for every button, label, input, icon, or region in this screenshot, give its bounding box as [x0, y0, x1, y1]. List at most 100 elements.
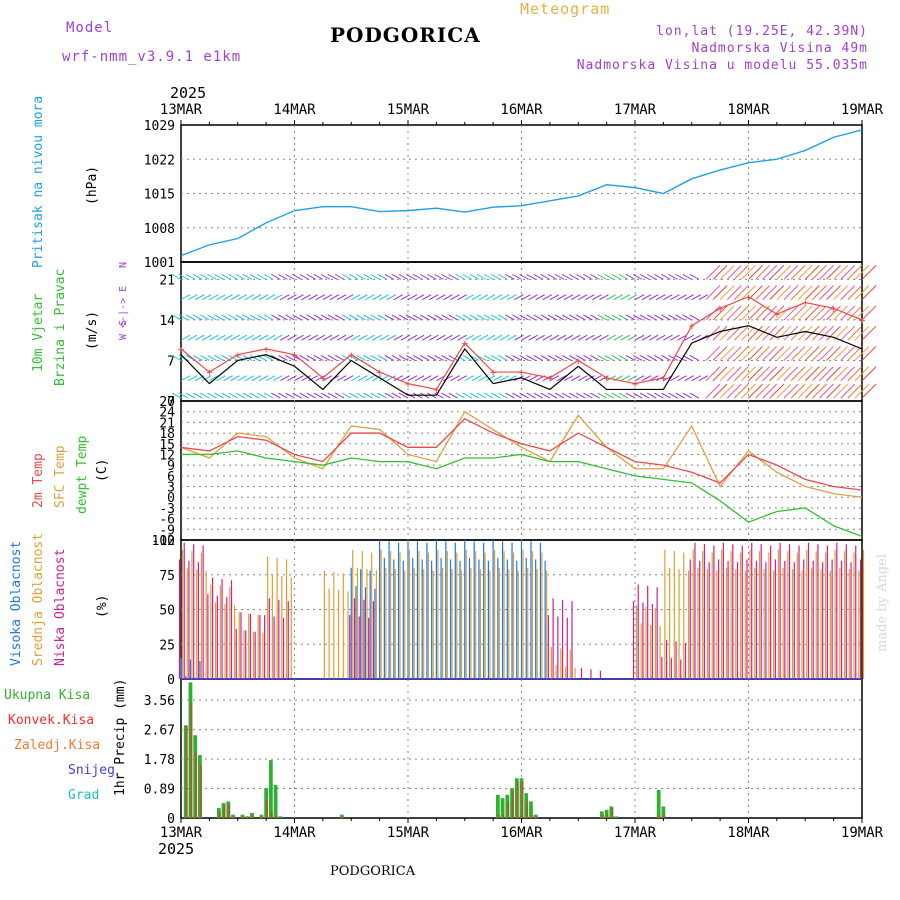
wind-arrow [563, 334, 574, 341]
top-tick-label: 18MAR [727, 102, 770, 118]
wind-gust-marker: + [234, 349, 241, 362]
wind-arrow [490, 273, 501, 280]
wind-arrow [840, 325, 856, 341]
wind-arrow [554, 355, 565, 361]
wind-arrow [263, 273, 274, 280]
wind-arrow [478, 294, 489, 301]
wind-arrow [578, 294, 588, 301]
wind-arrow [306, 355, 317, 361]
wind-arrow [272, 294, 283, 301]
model-label: Model [66, 20, 114, 36]
precip-conv-bar [218, 811, 221, 818]
wind-arrow [698, 294, 709, 301]
wind-arrow [726, 285, 742, 300]
wind-arrow [178, 273, 189, 280]
wind-arrow [656, 334, 666, 341]
wind-arrow [542, 334, 553, 341]
wind-arrow [726, 305, 742, 321]
wind-arrow [663, 334, 673, 341]
wind-gust-marker: + [178, 343, 185, 356]
wind-arrow [483, 314, 494, 321]
wind-arrow [654, 392, 664, 399]
wind-arrow [627, 294, 638, 301]
wind-compass-we: W <-|-> E [118, 286, 129, 340]
wind-gust-marker: + [405, 378, 412, 391]
wind-arrow [327, 314, 338, 321]
precip-conv-bar [228, 804, 231, 818]
wind-arrow [443, 334, 453, 341]
wind-arrow [171, 273, 182, 280]
wind-arrow [547, 355, 558, 361]
wind-arrow [308, 375, 318, 382]
wind-arrow [185, 314, 196, 321]
wind-arrow [450, 334, 460, 341]
wind-arrow [301, 294, 311, 301]
year-label-top: 2025 [170, 84, 206, 102]
wind-arrow [661, 355, 671, 361]
wind-arrow [705, 325, 721, 341]
wind-arrow [471, 294, 482, 301]
wind-arrow [421, 375, 432, 382]
top-tick-label: 17MAR [614, 102, 657, 118]
wind-arrow [194, 294, 205, 301]
wind-arrow [783, 366, 799, 382]
wind-arrow [519, 355, 529, 361]
wind-arrow [528, 375, 538, 382]
wind-arrow [485, 375, 496, 382]
wind-arrow [351, 294, 361, 301]
wind-arrow [561, 314, 572, 321]
precip-conv-bar [616, 817, 618, 818]
wind-arrow [840, 265, 856, 280]
cloud-ylabel-2: Srednja Oblacnost [31, 533, 46, 666]
wind-arrow [478, 375, 489, 382]
precip-legend-total: Ukupna Kisa [4, 688, 90, 703]
wind-arrow [469, 392, 480, 399]
wind-arrow [632, 273, 643, 280]
wind-arrow [519, 392, 529, 399]
wind-arrow [235, 314, 246, 321]
wind-arrow [576, 273, 586, 280]
panel-frames [180, 124, 863, 819]
wind-arrow [356, 392, 366, 399]
precip-conv-bar [535, 816, 538, 818]
wind-arrow [561, 273, 572, 280]
wind-arrow [819, 383, 834, 399]
wind-arrow [450, 375, 460, 382]
precip-conv-bar [530, 814, 533, 818]
wind-arrow [590, 273, 600, 280]
precip-legend-hail: Grad [68, 788, 99, 803]
wind-arrow [776, 285, 792, 300]
y-tick-label: 21 [159, 416, 175, 431]
wind-arrow [748, 325, 763, 341]
wind-arrow [726, 325, 742, 341]
wind-arrow [833, 265, 848, 280]
y-tick-label: 24 [159, 406, 175, 421]
wind-arrow [755, 265, 770, 280]
wind-arrow [207, 314, 217, 321]
wind-arrow [847, 383, 863, 399]
wind-arrow [668, 355, 678, 361]
wind-arrow [654, 273, 664, 280]
wind-arrow [632, 314, 643, 321]
wind-arrow [180, 334, 191, 341]
wind-arrow [356, 355, 366, 361]
wind-arrow [386, 334, 396, 341]
wind-gust-marker: + [263, 343, 270, 356]
pressure-line [180, 129, 863, 257]
wind-arrow [854, 265, 870, 280]
wind-arrow [611, 314, 622, 321]
wind-arrow [755, 383, 770, 399]
y-tick-label: 0 [167, 395, 175, 410]
wind-arrow [216, 375, 226, 382]
wind-arrow [561, 355, 572, 361]
wind-arrow [776, 265, 792, 280]
wind-arrow [618, 355, 629, 361]
wind-arrow [384, 314, 395, 321]
wind-arrow [278, 314, 288, 321]
wind-arrow [647, 392, 657, 399]
wind-arrow [826, 366, 841, 382]
wind-arrow [398, 392, 409, 399]
wind-arrow [263, 392, 274, 399]
wind-arrow [400, 375, 411, 382]
